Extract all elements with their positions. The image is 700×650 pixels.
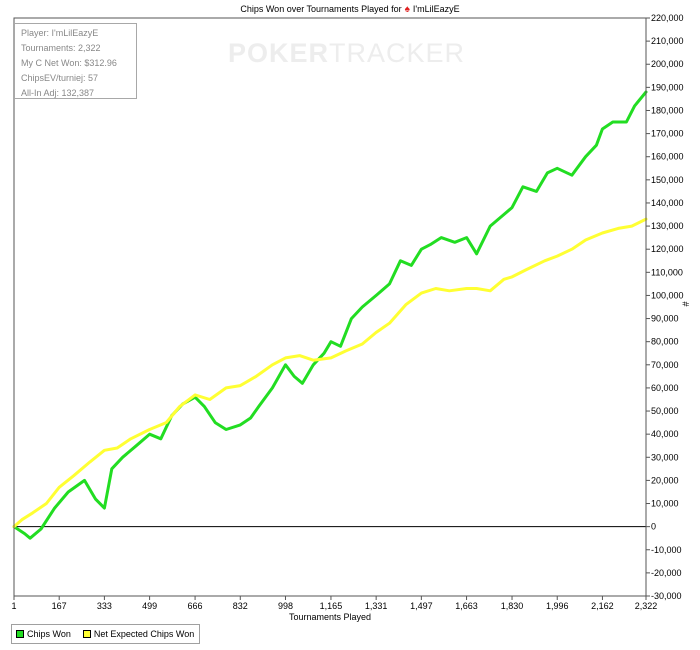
stat-tournaments: Tournaments: 2,322 xyxy=(21,43,101,53)
y-tick-label: -10,000 xyxy=(651,545,682,555)
legend-label-net-expected: Net Expected Chips Won xyxy=(93,629,195,639)
y-tick-label: 50,000 xyxy=(651,406,679,416)
y-tick-label: 60,000 xyxy=(651,383,679,393)
y-tick-label: 20,000 xyxy=(651,475,679,485)
stat-player: Player: I'mLilEazyE xyxy=(21,28,99,38)
y-tick-label: 120,000 xyxy=(651,244,684,254)
x-axis-label: Tournaments Played xyxy=(288,612,372,622)
stat-net-won: My C Net Won: $312.96 xyxy=(21,58,117,68)
x-tick-label: 167 xyxy=(52,601,67,611)
plot-area xyxy=(13,17,647,597)
x-tick-label: 2,162 xyxy=(591,601,614,611)
x-tick-label: 1,663 xyxy=(455,601,478,611)
y-tick-label: 170,000 xyxy=(651,129,684,139)
legend-swatch-chips-won xyxy=(16,630,24,638)
y-tick-label: 150,000 xyxy=(651,175,684,185)
x-tick-label: 333 xyxy=(97,601,112,611)
pokertracker-watermark: POKERTRACKER xyxy=(228,38,465,69)
plot-frame xyxy=(13,17,647,597)
heart-spade-icon: ♠ xyxy=(404,4,410,15)
x-tick-label: 1,165 xyxy=(320,601,343,611)
chart-title: Chips Won over Tournaments Played for ♠ I'… xyxy=(0,3,700,16)
x-tick-label: 1 xyxy=(11,601,16,611)
stat-chips-ev: ChipsEV/turniej: 57 xyxy=(21,73,99,83)
chart-title-prefix: Chips Won over Tournaments Played for xyxy=(240,4,402,14)
y-tick-label: 70,000 xyxy=(651,360,679,370)
legend-item-chips-won: Chips Won xyxy=(16,629,71,639)
x-tick-label: 1,497 xyxy=(410,601,433,611)
chart-title-player: I'mLilEazyE xyxy=(412,4,460,14)
y-tick-label: 80,000 xyxy=(651,337,679,347)
x-tick-label: 499 xyxy=(142,601,157,611)
x-tick-label: 666 xyxy=(188,601,203,611)
stat-all-in-adj: All-In Adj: 132,387 xyxy=(21,88,95,98)
y-tick-label: 90,000 xyxy=(651,314,679,324)
x-tick-label: 1,331 xyxy=(365,601,388,611)
watermark-bold: POKER xyxy=(228,38,330,68)
legend-label-chips-won: Chips Won xyxy=(27,629,71,639)
x-tick-label: 832 xyxy=(233,601,248,611)
y-tick-label: 40,000 xyxy=(651,429,679,439)
stats-box: Player: I'mLilEazyE Tournaments: 2,322 M… xyxy=(14,23,137,99)
y-tick-label: 200,000 xyxy=(651,59,684,69)
series-line-chips-won xyxy=(12,90,648,540)
y-tick-label: -20,000 xyxy=(651,568,682,578)
y-tick-label: 180,000 xyxy=(651,105,684,115)
watermark-light: TRACKER xyxy=(329,38,466,68)
series-line-net-expected-chips-won xyxy=(12,217,648,529)
y-tick-label: 220,000 xyxy=(651,13,684,23)
legend-item-net-expected: Net Expected Chips Won xyxy=(82,629,195,639)
y-tick-label: 130,000 xyxy=(651,221,684,231)
y-tick-label: 210,000 xyxy=(651,36,684,46)
y-tick-label: 10,000 xyxy=(651,499,679,509)
y-axis-label: # xyxy=(680,301,691,307)
y-tick-label: 30,000 xyxy=(651,452,679,462)
y-tick-label: 110,000 xyxy=(651,267,683,277)
y-tick-label: 0 xyxy=(651,522,656,532)
y-tick-label: 160,000 xyxy=(651,152,684,162)
y-tick-label: 100,000 xyxy=(651,290,684,300)
x-tick-label: 1,830 xyxy=(501,601,524,611)
y-tick-label: -30,000 xyxy=(651,591,682,601)
legend-swatch-net-expected xyxy=(82,630,91,638)
x-tick-label: 2,322 xyxy=(635,601,658,611)
y-tick-label: 140,000 xyxy=(651,198,684,208)
x-tick-label: 998 xyxy=(278,601,293,611)
legend: Chips Won Net Expected Chips Won xyxy=(11,624,201,644)
x-tick-label: 1,996 xyxy=(546,601,569,611)
y-tick-label: 190,000 xyxy=(651,82,684,92)
